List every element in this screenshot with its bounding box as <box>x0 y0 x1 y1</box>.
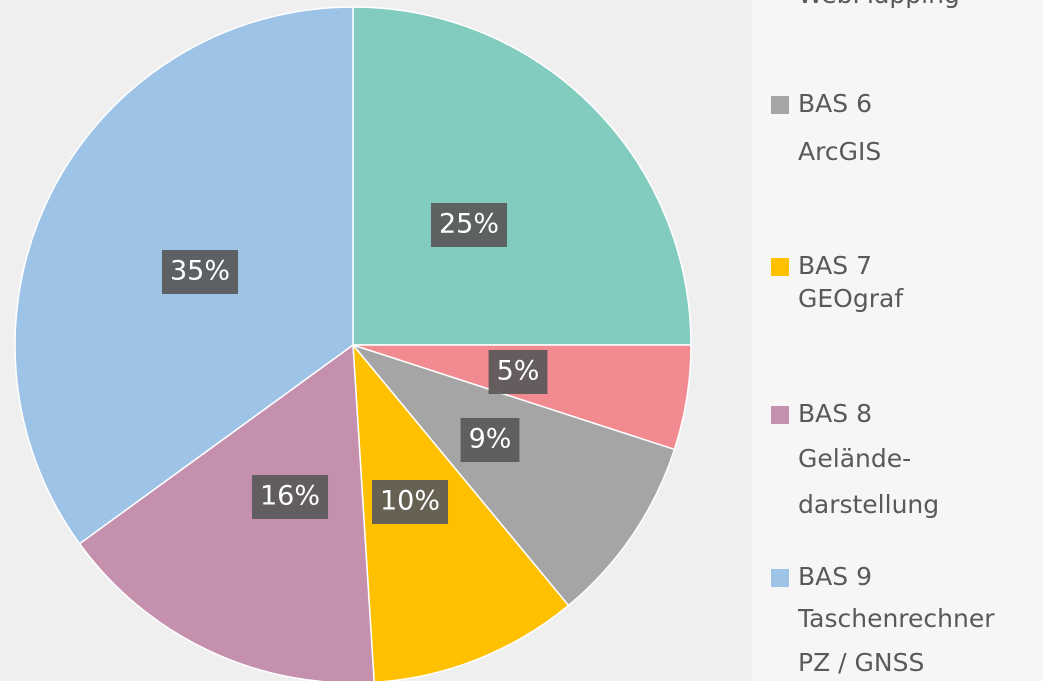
legend-label: BAS 6 <box>798 89 872 118</box>
data-label-box <box>460 418 520 462</box>
data-label: 10% <box>380 486 440 517</box>
legend-label: BAS 8 <box>798 399 872 428</box>
legend-label: BAS 9 <box>798 562 872 591</box>
legend-label: BAS 7 <box>798 251 872 280</box>
legend-marker <box>771 258 789 276</box>
data-label: 35% <box>170 256 230 287</box>
legend-marker <box>771 406 789 424</box>
data-label-box <box>371 480 449 524</box>
data-label: 9% <box>469 424 512 455</box>
data-label-box <box>161 250 239 294</box>
data-label-box <box>488 350 548 394</box>
legend-marker <box>771 569 789 587</box>
data-label: 16% <box>260 481 320 512</box>
data-label-box <box>430 203 508 247</box>
pie-slice <box>78 343 375 681</box>
legend-label: PZ / GNSS <box>798 648 924 677</box>
pie-slice <box>352 6 692 346</box>
data-label-box <box>251 475 329 519</box>
legend-background <box>752 0 1043 681</box>
legend-label: WebMapping <box>798 0 960 9</box>
legend-label: ArcGIS <box>798 137 881 166</box>
pie-slice <box>350 343 676 607</box>
data-label: 5% <box>497 356 540 387</box>
pie-slice <box>352 342 570 681</box>
legend-label: darstellung <box>798 490 939 519</box>
legend-label: Taschenrechner <box>797 604 995 633</box>
legend-label: Gelände- <box>798 444 911 473</box>
legend-label: GEOgraf <box>798 284 904 313</box>
data-label: 25% <box>439 209 499 240</box>
legend-marker <box>771 96 789 114</box>
